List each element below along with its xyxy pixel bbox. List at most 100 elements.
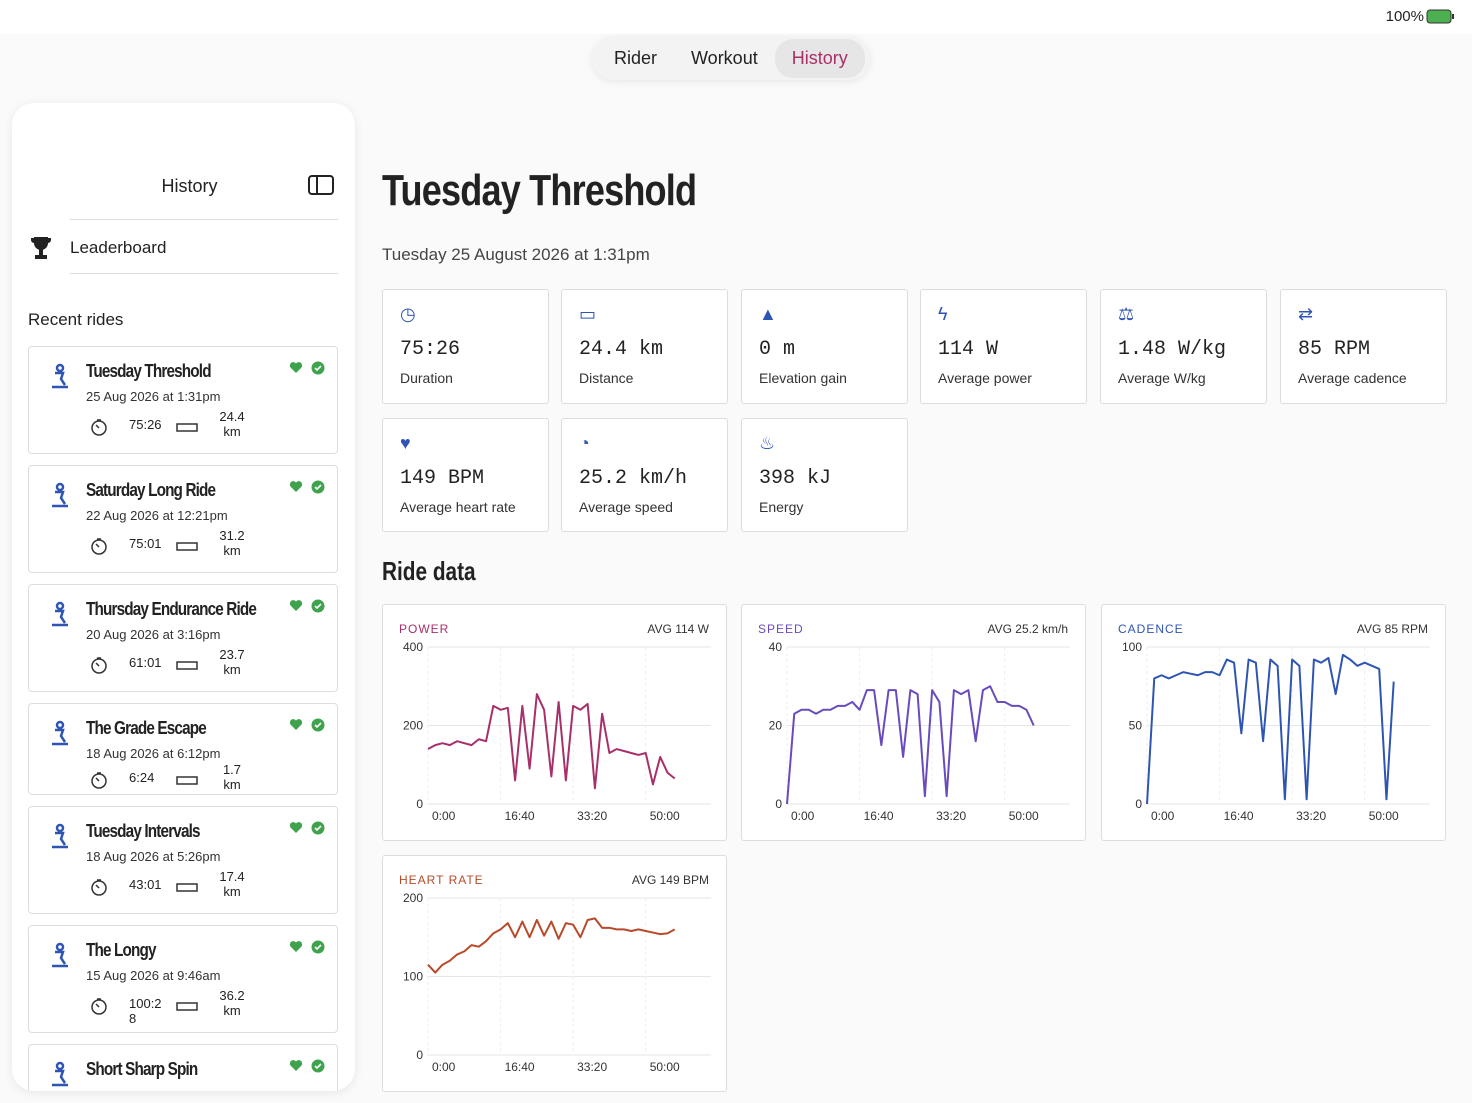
divider — [70, 219, 338, 220]
timer-icon — [91, 538, 107, 555]
x-tick-label: 33:20 — [1296, 809, 1326, 823]
y-tick-label: 40 — [769, 640, 783, 654]
ride-distance: 24.4 km — [219, 409, 245, 439]
ride-title: Tuesday Threshold — [382, 166, 697, 215]
x-tick-label: 33:20 — [577, 1060, 607, 1074]
ride-card[interactable]: Thursday Endurance Ride 20 Aug 2026 at 3:… — [28, 584, 338, 692]
ruler-icon — [176, 542, 198, 551]
stat-label: Elevation gain — [759, 370, 847, 386]
stat-card: ▭ 24.4 km Distance — [561, 289, 728, 404]
chart-title: SPEED — [758, 622, 804, 636]
chart-average: AVG 149 BPM — [632, 873, 709, 887]
status-icons — [289, 718, 325, 732]
sidebar-toggle[interactable] — [308, 175, 336, 197]
chart-card: POWER AVG 114 W 0 200 400 0:00 16:40 33:20 50:00 — [382, 604, 727, 841]
icon-shape — [176, 423, 198, 432]
heart-icon — [289, 822, 303, 833]
icon-shape — [176, 883, 198, 892]
chart-average: AVG 114 W — [647, 622, 709, 636]
bike-icon — [52, 942, 68, 968]
divider — [70, 273, 338, 274]
ride-card[interactable]: Saturday Long Ride 22 Aug 2026 at 12:21pm… — [28, 465, 338, 573]
ride-distance: 36.2 km — [219, 988, 245, 1018]
data-line — [427, 917, 676, 974]
ride-duration: 61:01 — [129, 655, 162, 670]
bike-icon — [52, 823, 68, 849]
tab-bar: Rider Workout History — [592, 36, 870, 80]
data-line — [427, 693, 676, 790]
x-tick-label: 16:40 — [505, 809, 535, 823]
ride-date: Tuesday 25 August 2026 at 1:31pm — [382, 245, 650, 264]
tab[interactable]: Workout — [691, 47, 758, 68]
stat-value: 0 m — [759, 338, 796, 361]
icon-shape — [95, 998, 101, 1008]
icon-shape — [52, 363, 68, 389]
ride-duration: 43:01 — [129, 877, 162, 892]
chart-title: POWER — [399, 622, 449, 636]
check-mark — [314, 365, 322, 372]
status-icons — [289, 599, 325, 613]
ride-card[interactable]: The Grade Escape 18 Aug 2026 at 6:12pm 6:2… — [28, 703, 338, 795]
stat-icon: ♨ — [759, 433, 776, 453]
ride-card[interactable]: Short Sharp Spin — [28, 1044, 338, 1091]
icon-shape — [176, 661, 198, 670]
ride-card[interactable]: The Longy 15 Aug 2026 at 9:46am 100:28 36.2… — [28, 925, 338, 1033]
bike-icon — [52, 1061, 68, 1087]
x-tick-label: 0:00 — [791, 809, 815, 823]
tab[interactable]: Rider — [614, 47, 658, 68]
ride-title: Tuesday Intervals — [86, 821, 201, 841]
leaderboard-link[interactable]: Leaderboard — [70, 238, 167, 257]
timer-icon — [91, 657, 107, 674]
timer-icon — [91, 772, 107, 789]
x-tick-label: 33:20 — [936, 809, 966, 823]
icon-shape — [176, 776, 198, 785]
y-tick-label: 0 — [416, 1048, 423, 1062]
icon-shape — [91, 880, 107, 896]
ride-date: 25 Aug 2026 at 1:31pm — [86, 389, 221, 404]
ride-card[interactable]: Tuesday Intervals 18 Aug 2026 at 5:26pm 43… — [28, 806, 338, 914]
icon-shape — [52, 482, 68, 508]
stat-value: 398 kJ — [759, 467, 832, 490]
chart-card: CADENCE AVG 85 RPM 0 50 100 0:00 16:40 33:20 50:… — [1101, 604, 1446, 841]
timer-icon — [91, 419, 107, 436]
chart-average: AVG 85 RPM — [1357, 622, 1428, 636]
chart-card: SPEED AVG 25.2 km/h 0 20 40 0:00 16:40 33:20 50:… — [741, 604, 1086, 841]
chart-card: HEART RATE AVG 149 BPM 0 100 200 0:00 16:40 33:… — [382, 855, 727, 1092]
icon-shape — [95, 538, 101, 548]
x-tick-label: 50:00 — [650, 1060, 680, 1074]
y-tick-label: 200 — [403, 719, 423, 733]
heart-icon — [289, 719, 303, 730]
ride-title: Tuesday Threshold — [86, 361, 212, 381]
icon-shape — [52, 720, 68, 746]
chart: CADENCE AVG 85 RPM 0 50 100 0:00 16:40 33:20 50:… — [1118, 622, 1430, 823]
ruler-icon — [176, 423, 198, 432]
data-line — [1146, 653, 1395, 805]
bike-icon — [52, 720, 68, 746]
tab-active[interactable]: History — [774, 38, 865, 78]
x-tick-label: 0:00 — [432, 809, 456, 823]
icon-shape — [91, 658, 107, 674]
chart: SPEED AVG 25.2 km/h 0 20 40 0:00 16:40 33:20 50:… — [758, 622, 1070, 823]
y-tick-label: 0 — [416, 797, 423, 811]
stat-icon: ▲ — [759, 304, 777, 324]
stat-value: 85 RPM — [1298, 338, 1371, 361]
check-mark — [314, 825, 322, 832]
status-icons — [289, 480, 325, 494]
x-tick-label: 0:00 — [432, 1060, 456, 1074]
chart: HEART RATE AVG 149 BPM 0 100 200 0:00 16:40 33:… — [399, 873, 711, 1074]
x-tick-label: 16:40 — [864, 809, 894, 823]
y-tick-label: 0 — [1135, 797, 1142, 811]
icon-shape — [91, 773, 107, 789]
ride-duration: 100:28 — [129, 996, 162, 1026]
stat-icon: ϟ — [938, 304, 948, 324]
chart: POWER AVG 114 W 0 200 400 0:00 16:40 33:20 50:00 — [399, 622, 711, 823]
ride-date: 22 Aug 2026 at 12:21pm — [86, 508, 228, 523]
ride-date: 20 Aug 2026 at 3:16pm — [86, 627, 221, 642]
stat-icon: ◷ — [400, 304, 416, 324]
icon-shape — [52, 601, 68, 627]
ride-title: The Grade Escape — [86, 718, 207, 738]
icon-shape — [52, 942, 68, 968]
ride-duration: 75:01 — [129, 536, 162, 551]
ride-card[interactable]: Tuesday Threshold 25 Aug 2026 at 1:31pm 75… — [28, 346, 338, 454]
